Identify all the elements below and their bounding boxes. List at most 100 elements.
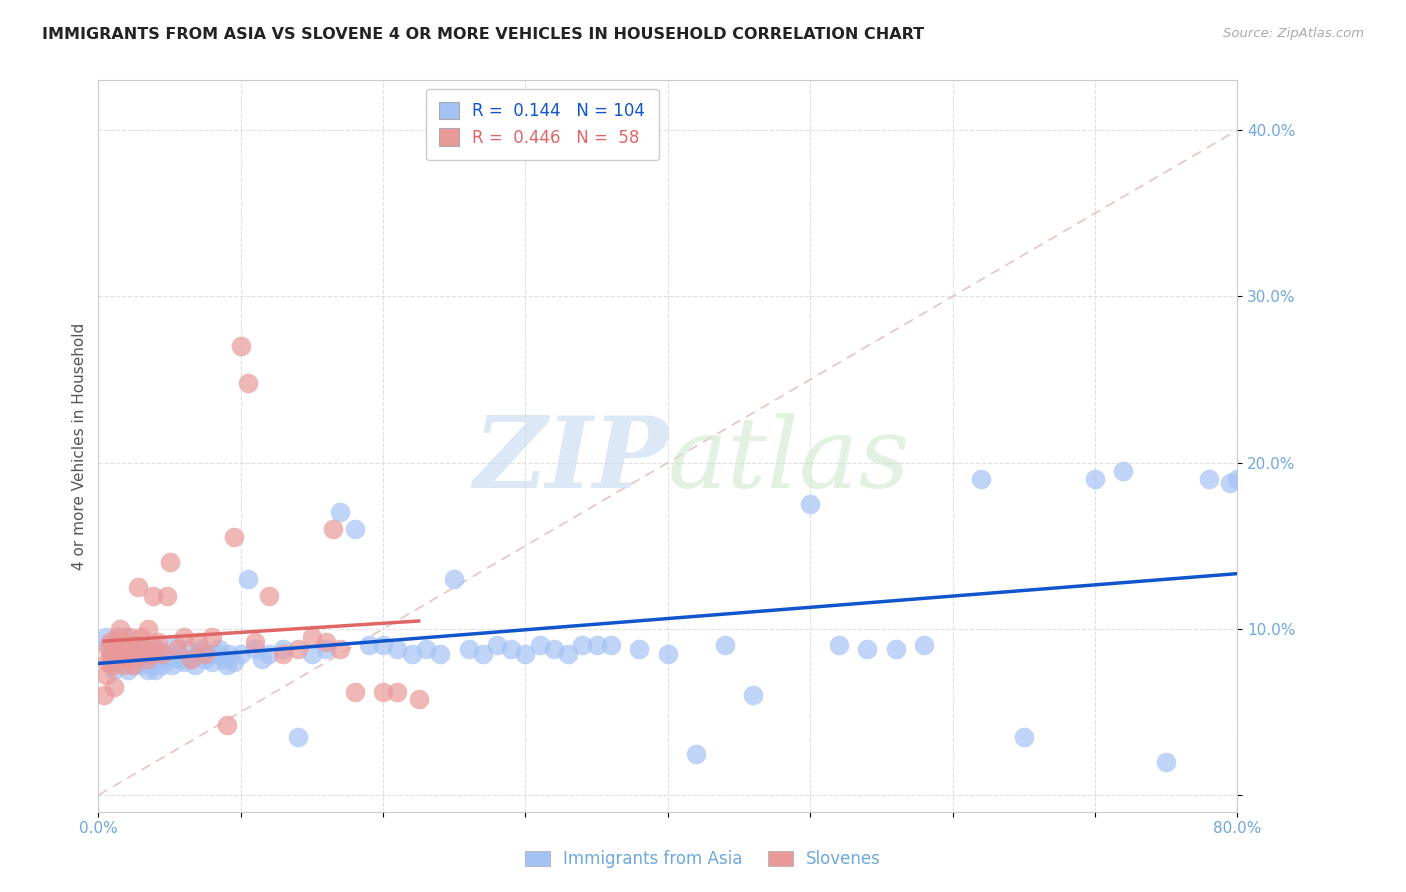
Point (162, 658, 184, 673)
Point (373, 685, 395, 699)
Point (135, 655, 157, 669)
Text: atlas: atlas (668, 413, 911, 508)
Point (373, 639, 395, 653)
Point (125, 655, 148, 669)
Point (529, 639, 551, 653)
Point (401, 647, 423, 661)
Point (1198, 472, 1220, 486)
Point (127, 580, 149, 594)
Point (118, 652, 141, 666)
Point (104, 639, 127, 653)
Point (141, 589, 163, 603)
Point (187, 647, 209, 661)
Point (118, 630, 141, 644)
Point (176, 641, 198, 656)
Point (215, 718, 238, 732)
Point (329, 506, 352, 520)
Point (141, 655, 163, 669)
Point (486, 639, 509, 653)
Point (685, 747, 707, 761)
Point (97, 639, 120, 653)
Point (218, 647, 240, 661)
Point (136, 622, 159, 636)
Point (229, 339, 252, 353)
Point (1226, 472, 1249, 486)
Point (471, 647, 494, 661)
Point (501, 641, 523, 656)
Point (742, 689, 765, 703)
Point (408, 691, 430, 706)
Point (322, 522, 344, 536)
Point (145, 664, 167, 678)
Point (187, 635, 209, 649)
Point (104, 641, 127, 656)
Point (198, 647, 221, 661)
Point (443, 572, 465, 586)
Point (103, 680, 125, 694)
Y-axis label: 4 or more Vehicles in Household: 4 or more Vehicles in Household (72, 322, 87, 570)
Point (132, 641, 155, 656)
Point (243, 641, 266, 656)
Point (146, 652, 169, 666)
Point (94, 668, 117, 682)
Point (387, 685, 409, 699)
Point (129, 658, 152, 673)
Point (139, 658, 162, 673)
Point (194, 647, 217, 661)
Point (138, 647, 160, 661)
Point (301, 647, 323, 661)
Point (159, 555, 181, 569)
Point (180, 652, 202, 666)
Point (215, 658, 238, 673)
Point (117, 664, 139, 678)
Point (105, 635, 128, 649)
Point (970, 472, 993, 486)
Point (173, 630, 195, 644)
Point (194, 652, 217, 666)
Point (543, 641, 565, 656)
Point (127, 641, 149, 656)
Point (120, 641, 142, 656)
Point (145, 641, 167, 656)
Point (135, 652, 157, 666)
Point (1112, 464, 1135, 478)
Point (222, 530, 245, 544)
Point (114, 630, 136, 644)
Point (212, 652, 235, 666)
Point (112, 652, 135, 666)
Point (152, 647, 174, 661)
Text: Source: ZipAtlas.com: Source: ZipAtlas.com (1223, 27, 1364, 40)
Point (108, 655, 131, 669)
Point (98, 655, 121, 669)
Point (250, 652, 273, 666)
Point (515, 647, 537, 661)
Point (180, 652, 202, 666)
Point (208, 641, 231, 656)
Legend: Immigrants from Asia, Slovenes: Immigrants from Asia, Slovenes (519, 844, 887, 875)
Point (828, 639, 851, 653)
Point (148, 641, 170, 656)
Point (1084, 472, 1107, 486)
Point (343, 522, 366, 536)
Point (121, 658, 143, 673)
Point (107, 652, 129, 666)
Point (657, 647, 679, 661)
Point (201, 655, 224, 669)
Point (105, 630, 128, 644)
Point (155, 647, 177, 661)
Point (184, 658, 207, 673)
Point (714, 639, 737, 653)
Point (799, 497, 821, 511)
Point (156, 589, 179, 603)
Point (97, 641, 120, 656)
Point (125, 639, 148, 653)
Point (357, 639, 380, 653)
Point (287, 730, 309, 744)
Point (229, 647, 252, 661)
Point (315, 635, 337, 649)
Point (124, 650, 146, 665)
Point (415, 641, 437, 656)
Point (136, 664, 159, 678)
Point (259, 589, 281, 603)
Point (273, 647, 295, 661)
